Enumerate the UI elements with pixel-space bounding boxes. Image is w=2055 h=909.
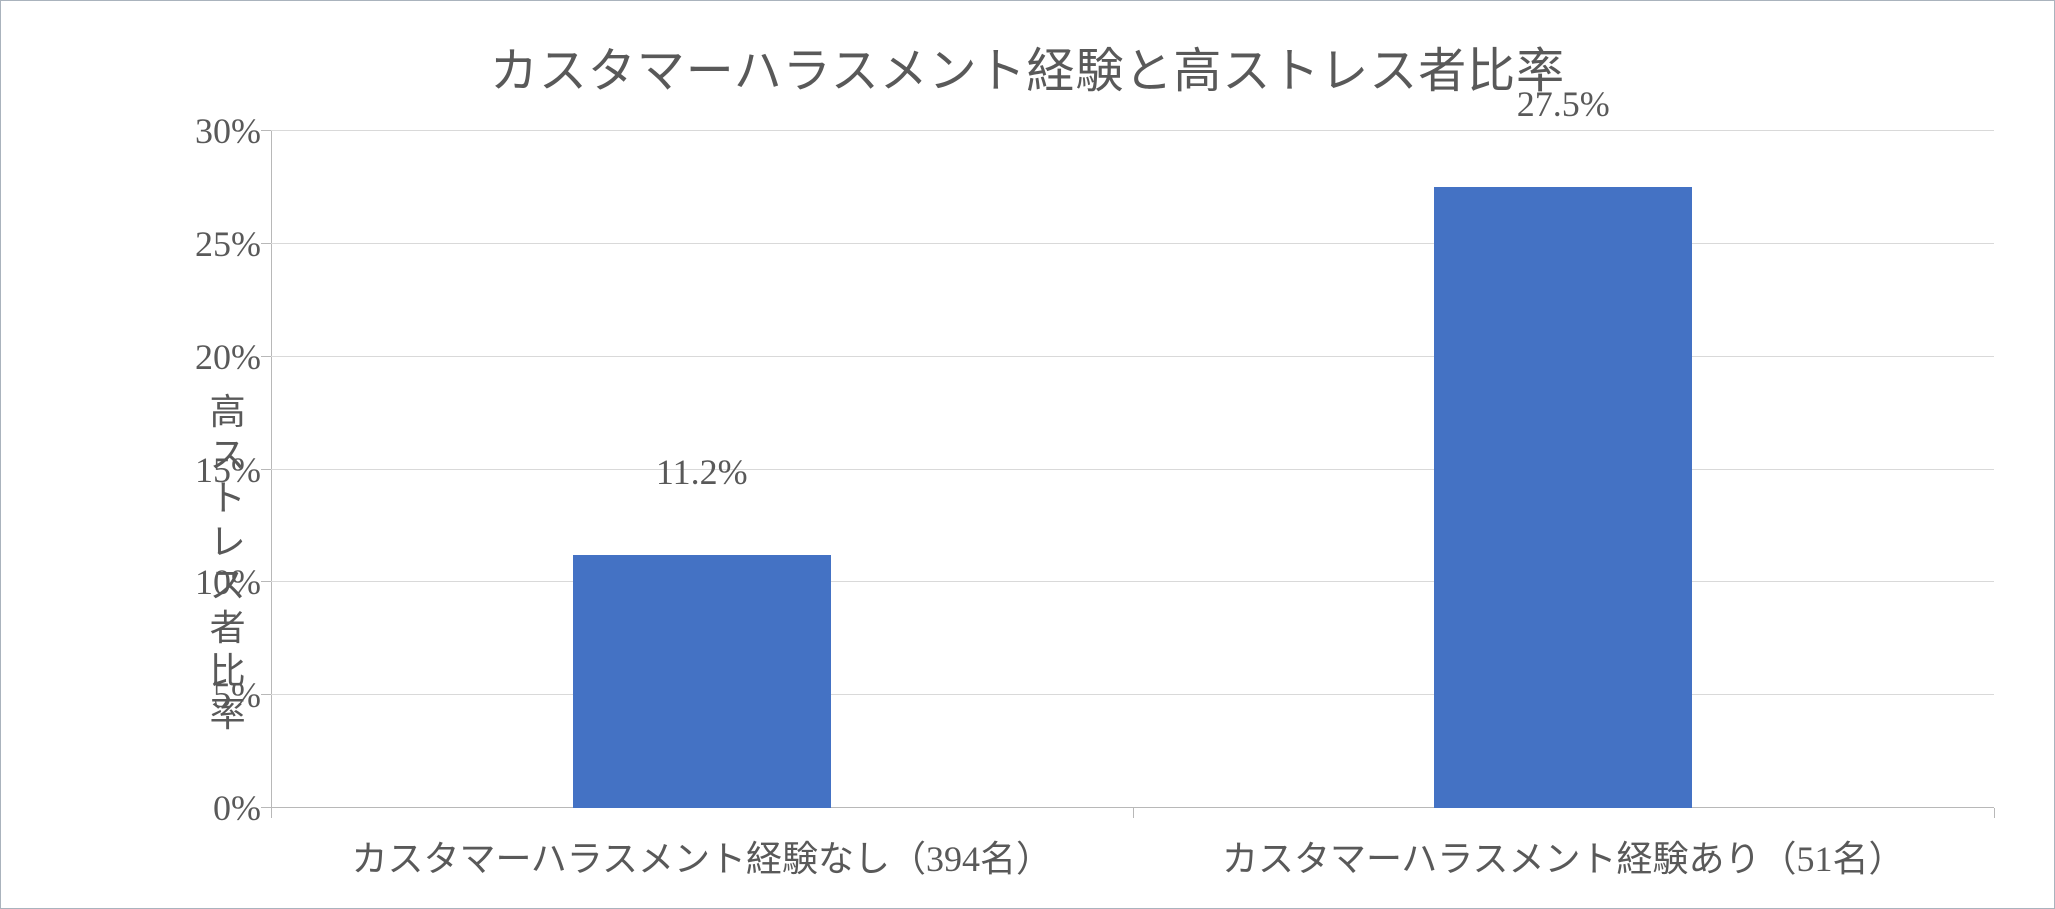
- y-tick-mark: [261, 243, 271, 244]
- y-tick-label: 0%: [141, 787, 261, 829]
- y-tick-mark: [261, 469, 271, 470]
- x-tick-mark: [1133, 808, 1134, 818]
- grid-line: [271, 243, 1994, 244]
- y-tick-label: 10%: [141, 561, 261, 603]
- grid-line: [271, 130, 1994, 131]
- chart-title: カスタマーハラスメント経験と高ストレス者比率: [41, 31, 2014, 101]
- grid-line: [271, 469, 1994, 470]
- y-tick-mark: [261, 581, 271, 582]
- y-tick-mark: [261, 130, 271, 131]
- grid-line: [271, 694, 1994, 695]
- bar: [1434, 187, 1692, 808]
- bar-value-label: 27.5%: [1517, 83, 1610, 135]
- y-tick-mark: [261, 807, 271, 808]
- y-tick-label: 15%: [141, 449, 261, 491]
- y-tick-mark: [261, 694, 271, 695]
- y-tick-label: 25%: [141, 223, 261, 265]
- y-axis-line: [271, 131, 272, 808]
- grid-line: [271, 356, 1994, 357]
- y-tick-label: 5%: [141, 674, 261, 716]
- bar: [573, 555, 831, 808]
- y-tick-mark: [261, 356, 271, 357]
- y-tick-label: 20%: [141, 336, 261, 378]
- chart-body: 高ストレス者比率 0%5%10%15%20%25%30%11.2%カスタマーハラ…: [111, 131, 1994, 808]
- plot-area: 0%5%10%15%20%25%30%11.2%カスタマーハラスメント経験なし（…: [271, 131, 1994, 808]
- y-tick-label: 30%: [141, 110, 261, 152]
- x-category-label: カスタマーハラスメント経験あり（51名）: [1222, 830, 1905, 882]
- x-tick-mark: [271, 808, 272, 818]
- x-tick-mark: [1994, 808, 1995, 818]
- x-category-label: カスタマーハラスメント経験なし（394名）: [351, 830, 1052, 882]
- grid-line: [271, 581, 1994, 582]
- chart-container: カスタマーハラスメント経験と高ストレス者比率 高ストレス者比率 0%5%10%1…: [0, 0, 2055, 909]
- bar-value-label: 11.2%: [656, 451, 748, 503]
